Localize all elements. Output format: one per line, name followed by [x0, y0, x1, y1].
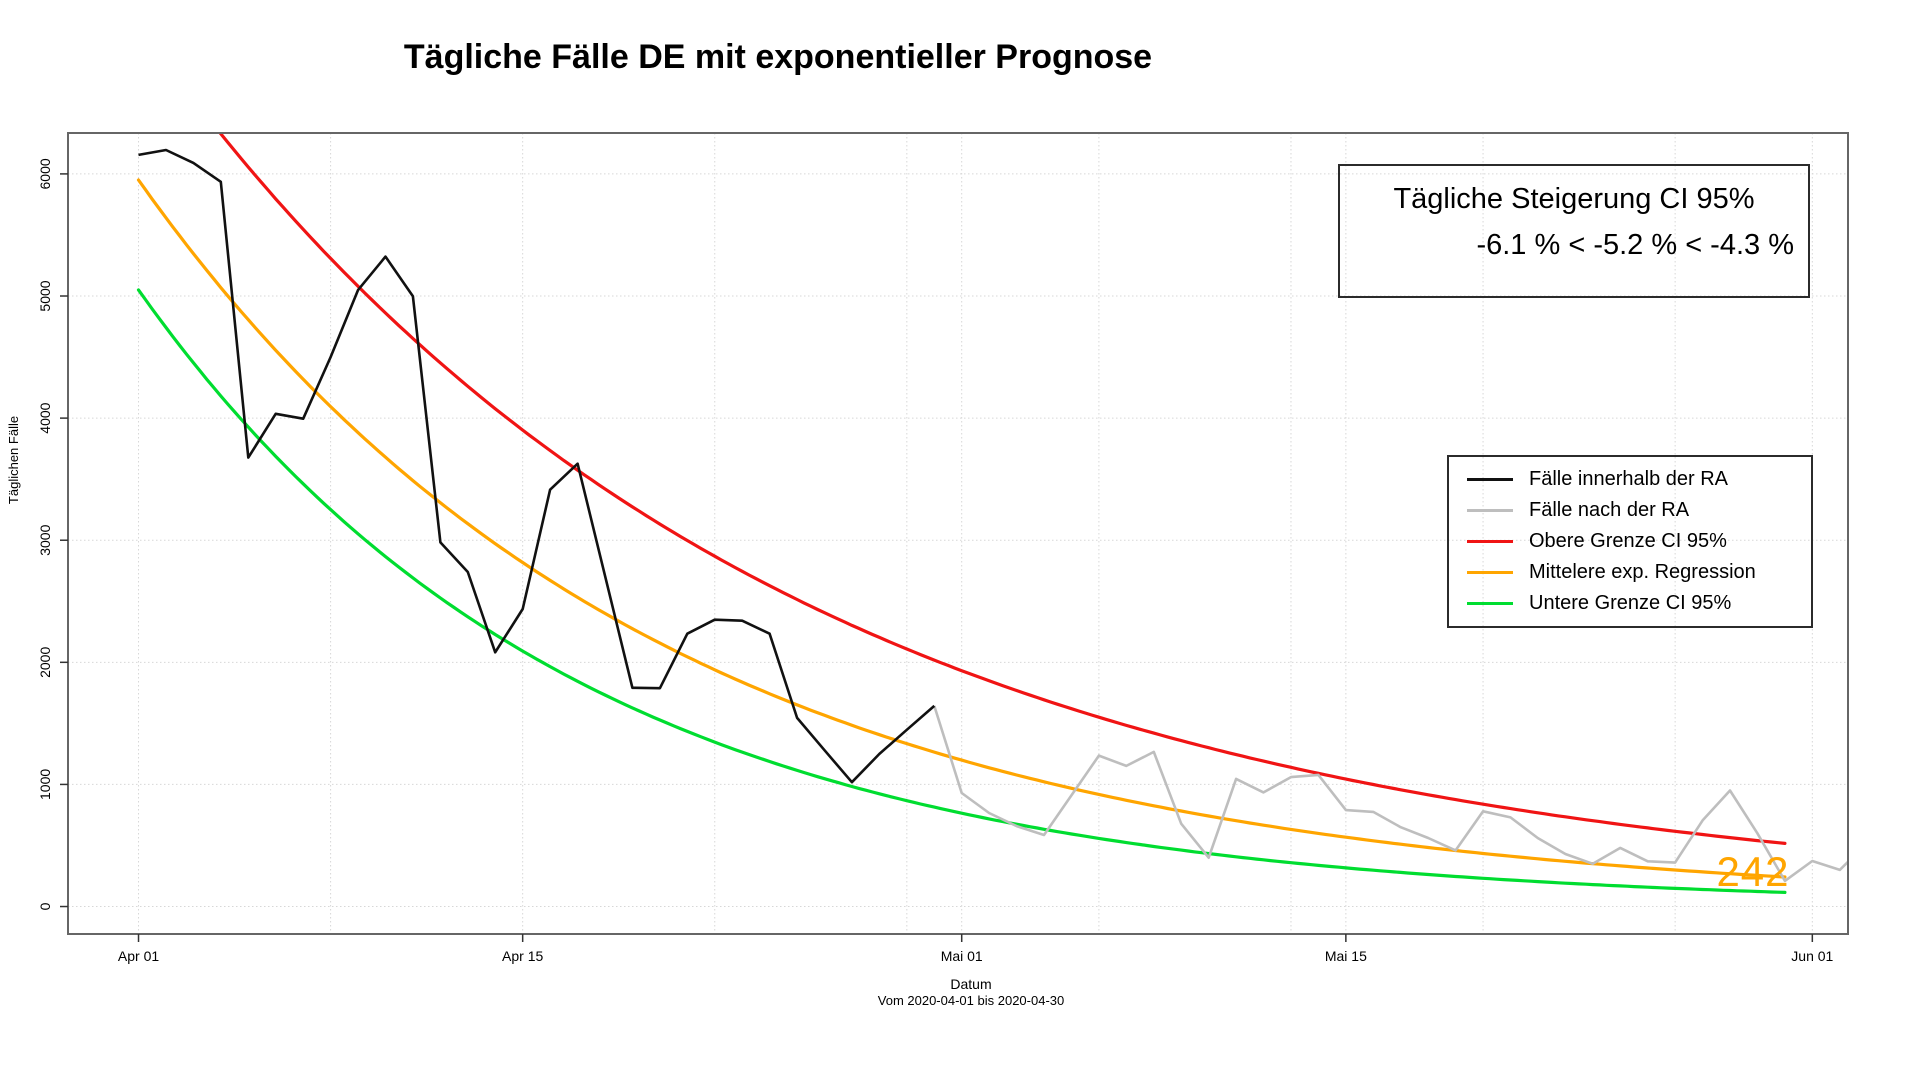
- x-tick-label: Jun 01: [1791, 948, 1833, 964]
- plot-border: [67, 132, 1849, 935]
- legend-item: Mittelere exp. Regression: [1449, 557, 1811, 588]
- y-tick-label: 4000: [37, 402, 53, 433]
- legend-item-label: Mittelere exp. Regression: [1529, 561, 1756, 583]
- ci-annotation-value: -6.1 % < -5.2 % < -4.3 %: [1476, 228, 1794, 261]
- x-axis-subtitle: Vom 2020-04-01 bis 2020-04-30: [878, 993, 1064, 1008]
- legend-item-label: Untere Grenze CI 95%: [1529, 592, 1732, 614]
- y-axis-title: Täglichen Fälle: [6, 416, 21, 504]
- legend: Fälle innerhalb der RA Fälle nach der RA O…: [1447, 455, 1813, 628]
- y-tick-label: 3000: [37, 524, 53, 555]
- legend-item-label: Fälle innerhalb der RA: [1529, 468, 1728, 490]
- y-tick-label: 1000: [37, 769, 53, 800]
- series-line-1: [933, 705, 1848, 883]
- legend-line-sample: [1467, 540, 1513, 543]
- legend-line-sample: [1467, 602, 1513, 605]
- legend-line-sample: [1467, 478, 1513, 481]
- ci-annotation-box: Tägliche Steigerung CI 95% -6.1 % < -5.2…: [1338, 164, 1810, 298]
- legend-item: Fälle innerhalb der RA: [1449, 464, 1811, 495]
- curve-2: [136, 288, 1787, 895]
- x-tick-label: Mai 01: [941, 948, 983, 964]
- legend-line-sample: [1467, 509, 1513, 512]
- y-tick-label: 0: [37, 902, 53, 910]
- y-tick-label: 5000: [37, 280, 53, 311]
- curve-1: [136, 178, 1787, 879]
- legend-item: Fälle nach der RA: [1449, 495, 1811, 526]
- y-tick-label: 6000: [37, 158, 53, 189]
- x-axis-title: Datum: [950, 976, 991, 992]
- legend-item-label: Fälle nach der RA: [1529, 499, 1690, 521]
- legend-line-sample: [1467, 571, 1513, 574]
- page-title: Tägliche Fälle DE mit exponentieller Pro…: [403, 38, 1153, 76]
- ci-annotation-title: Tägliche Steigerung CI 95%: [1393, 183, 1755, 215]
- regression-curves: [136, 133, 1787, 895]
- data-series: [138, 148, 1848, 883]
- curve-0: [218, 133, 1787, 846]
- axes: Apr 01 Apr 15 Mai 01 Mai 15 Jun 01 0 1000 2000 3…: [6, 158, 1834, 1008]
- x-tick-label: Apr 01: [118, 948, 159, 964]
- y-tick-label: 2000: [37, 647, 53, 678]
- legend-item-label: Obere Grenze CI 95%: [1529, 530, 1727, 552]
- x-tick-label: Apr 15: [502, 948, 543, 964]
- x-tick-label: Mai 15: [1325, 948, 1367, 964]
- legend-item: Obere Grenze CI 95%: [1449, 526, 1811, 557]
- forecast-end-label: 242: [1716, 848, 1790, 895]
- series-line-0: [138, 148, 936, 784]
- legend-item: Untere Grenze CI 95%: [1449, 588, 1811, 619]
